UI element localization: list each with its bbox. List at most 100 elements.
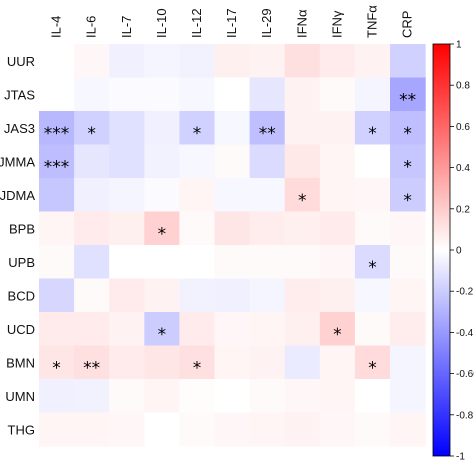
significance-marker: ** xyxy=(83,358,100,378)
heatmap-cell-ucd-crp xyxy=(390,312,426,347)
heatmap-cell-bpb-tnf xyxy=(354,211,391,246)
heatmap-cell-thg-il12 xyxy=(179,412,216,447)
heatmap-cell-utas-il4 xyxy=(39,77,75,112)
significance-marker: * xyxy=(368,124,377,144)
heatmap-cell-ucd-ifn xyxy=(284,312,321,347)
colorbar-tick-label: 1 xyxy=(456,40,462,51)
heatmap-cell-thg-tnf xyxy=(354,412,391,447)
row-label: JAS3 xyxy=(4,121,35,136)
colorbar-tick-label: -0.2 xyxy=(456,287,474,298)
colorbar-gradient xyxy=(432,43,451,457)
column-label: IL-4 xyxy=(49,16,64,38)
significance-marker: * xyxy=(193,124,202,144)
heatmap-cell-bpb-il6 xyxy=(74,211,110,246)
heatmap-cell-bcd-il12 xyxy=(179,278,216,313)
significance-marker: ** xyxy=(399,90,416,110)
heatmap-cell-upb-ifn xyxy=(319,245,356,280)
heatmap-cell-uas3-tnf xyxy=(354,111,391,146)
row-label: JDMA xyxy=(0,188,35,203)
heatmap-cell-bpb-ifn xyxy=(284,211,321,246)
significance-marker: * xyxy=(403,124,412,144)
heatmap-cell-bpb-il4 xyxy=(39,211,75,246)
heatmap-cell-umn-il17 xyxy=(214,379,251,414)
heatmap-cell-bmn-il6 xyxy=(74,345,110,380)
heatmap-cell-upb-il17 xyxy=(214,245,251,280)
heatmap-cell-umma-ifn xyxy=(284,144,321,179)
heatmap-cell-ucd-il6 xyxy=(74,312,110,347)
heatmap-cell-upb-il12 xyxy=(179,245,216,280)
significance-marker: * xyxy=(87,124,96,144)
row-label: BPB xyxy=(9,221,35,236)
column-label: IL-7 xyxy=(119,16,134,38)
heatmap-cell-ucd-il4 xyxy=(39,312,75,347)
heatmap-cell-bmn-il29 xyxy=(249,345,286,380)
heatmap-cell-umma-il17 xyxy=(214,144,251,179)
heatmap-cell-thg-il4 xyxy=(39,412,75,447)
heatmap-cell-umn-il4 xyxy=(39,379,75,414)
row-label: UPB xyxy=(8,255,35,270)
heatmap-cell-bcd-il17 xyxy=(214,278,251,313)
colorbar-tick-label: 0.4 xyxy=(456,163,470,174)
row-label: JTAS xyxy=(4,87,35,102)
heatmap-cell-upb-tnf xyxy=(354,245,391,280)
heatmap-cell-bcd-ifn xyxy=(284,278,321,313)
heatmap-cell-bcd-il6 xyxy=(74,278,110,313)
heatmap-cell-utas-il10 xyxy=(144,77,180,112)
heatmap-cell-thg-crp xyxy=(390,412,426,447)
heatmap-cell-uas3-il17 xyxy=(214,111,251,146)
heatmap-cell-umn-ifn xyxy=(284,379,321,414)
significance-marker: * xyxy=(403,157,412,177)
heatmap-cell-bpb-crp xyxy=(390,211,426,246)
significance-marker: * xyxy=(158,224,167,244)
heatmap-cell-thg-il7 xyxy=(109,412,145,447)
heatmap-cell-bcd-crp xyxy=(390,278,426,313)
colorbar-tick-label: 0.8 xyxy=(456,81,470,92)
heatmap-cell-uur-tnf xyxy=(354,44,391,79)
heatmap-cell-ucd-ifn xyxy=(319,312,356,347)
heatmap-cell-bcd-il29 xyxy=(249,278,286,313)
heatmap-cell-uur-ifn xyxy=(284,44,321,79)
row-label: UCD xyxy=(7,322,35,337)
significance-marker: ** xyxy=(259,124,276,144)
heatmap-cell-upb-il7 xyxy=(109,245,145,280)
heatmap-cell-bmn-crp xyxy=(390,345,426,380)
heatmap-cell-umn-il6 xyxy=(74,379,110,414)
heatmap-cell-utas-il6 xyxy=(74,77,110,112)
heatmap-cell-udma-tnf xyxy=(354,178,391,213)
significance-marker: * xyxy=(158,325,167,345)
heatmap-cell-ucd-il10 xyxy=(144,312,180,347)
heatmap-cell-ucd-tnf xyxy=(354,312,391,347)
heatmap-cell-umma-crp xyxy=(390,144,426,179)
colorbar-tick-label: 0.6 xyxy=(456,122,470,133)
heatmap-cell-uur-il7 xyxy=(109,44,145,79)
heatmap-cell-bcd-ifn xyxy=(319,278,356,313)
significance-markers: ***** * * ** * **** ** **** ** ** * * xyxy=(44,90,416,378)
heatmap-cell-upb-ifn xyxy=(284,245,321,280)
significance-marker: * xyxy=(368,258,377,278)
significance-marker: *** xyxy=(44,157,70,177)
heatmap-cell-uur-il6 xyxy=(74,44,110,79)
heatmap-cell-umma-il10 xyxy=(144,144,180,179)
column-label: IL-10 xyxy=(154,8,169,38)
heatmap-cell-uas3-il6 xyxy=(74,111,110,146)
column-label: IFNγ xyxy=(329,10,344,38)
colorbar-tick-label: 0.2 xyxy=(456,204,470,215)
heatmap-cell-bmn-il7 xyxy=(109,345,145,380)
heatmap-cell-ucd-il29 xyxy=(249,312,286,347)
heatmap-cell-bpb-il29 xyxy=(249,211,286,246)
significance-marker: * xyxy=(52,358,61,378)
heatmap-cell-bmn-il4 xyxy=(39,345,75,380)
heatmap-cell-bcd-il7 xyxy=(109,278,145,313)
heatmap-cell-uas3-il7 xyxy=(109,111,145,146)
heatmap-cell-upb-crp xyxy=(390,245,426,280)
heatmap-cell-udma-il4 xyxy=(39,178,75,213)
heatmap-cell-umma-il6 xyxy=(74,144,110,179)
heatmap-cell-bmn-ifn xyxy=(284,345,321,380)
heatmap-cell-utas-il12 xyxy=(179,77,216,112)
heatmap-cell-umma-il4 xyxy=(39,144,75,179)
heatmap-cell-upb-il29 xyxy=(249,245,286,280)
colorbar-tick-label: -1 xyxy=(456,452,465,463)
heatmap-cell-thg-ifn xyxy=(319,412,356,447)
heatmap-cell-umn-il29 xyxy=(249,379,286,414)
